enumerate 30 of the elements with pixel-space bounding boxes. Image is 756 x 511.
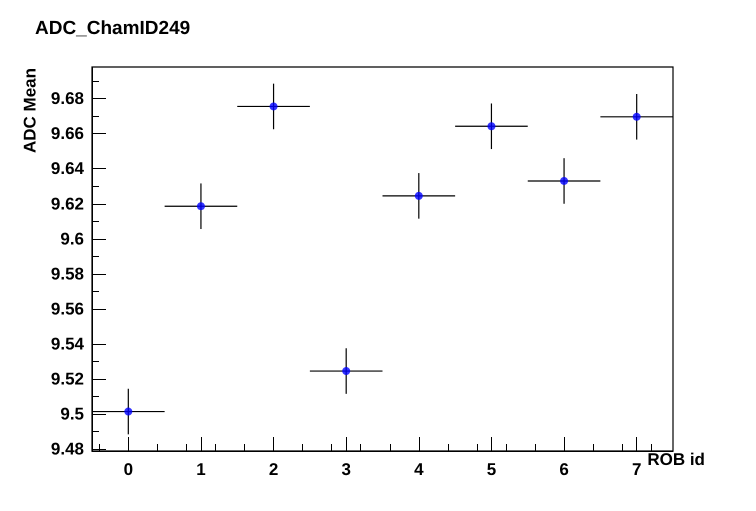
point	[196, 202, 205, 210]
y-tick-label: 9.48	[50, 440, 84, 459]
point	[487, 122, 496, 130]
point	[632, 112, 641, 121]
x-tick-label: 3	[341, 460, 351, 479]
point	[414, 192, 423, 200]
x-axis-title: ROB id	[647, 450, 705, 469]
y-tick-label: 9.58	[50, 264, 84, 284]
x-tick-label: 2	[268, 460, 278, 479]
y-axis-title: ADC Mean	[20, 68, 40, 154]
point	[124, 408, 132, 416]
y-tick-label: 9.62	[50, 194, 84, 214]
y-tick-label: 9.64	[50, 159, 85, 178]
y-tick-label: 9.54	[50, 334, 85, 354]
y-tick-label: 9.66	[50, 124, 84, 144]
x-tick-label: 0	[124, 460, 134, 479]
chart-title: ADC_ChamID249	[35, 18, 190, 39]
y-tick-label: 9.52	[50, 370, 84, 389]
y-tick-label: 9.56	[50, 299, 84, 318]
point	[270, 102, 278, 110]
point	[342, 367, 350, 376]
y-tick-label: 9.6	[60, 229, 84, 248]
y-tick-label: 9.5	[60, 404, 84, 424]
x-tick-label: 4	[414, 460, 424, 479]
x-tick-label: 5	[486, 460, 496, 479]
point	[560, 176, 568, 185]
x-tick-label: 7	[632, 460, 642, 479]
x-tick-label: 1	[196, 460, 206, 479]
x-tick-label: 6	[559, 460, 569, 479]
y-tick-label: 9.68	[50, 89, 84, 108]
